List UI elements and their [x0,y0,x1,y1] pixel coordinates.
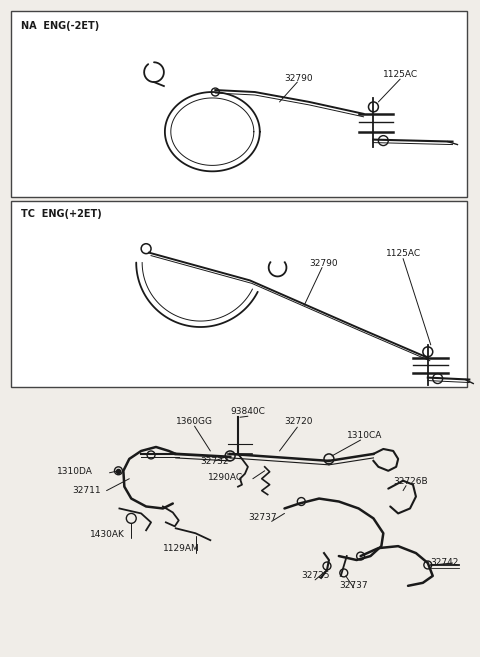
Text: 32790: 32790 [285,74,313,83]
Text: 1129AM: 1129AM [163,544,200,553]
Text: 1360GG: 1360GG [176,417,213,426]
Text: 32711: 32711 [72,486,101,495]
Text: 1430AK: 1430AK [90,530,125,539]
Bar [11,201,468,388]
Text: 1125AC: 1125AC [384,70,419,79]
Text: 32742: 32742 [431,558,459,567]
Text: 32737: 32737 [248,513,276,522]
Text: 93840C: 93840C [230,407,265,417]
Text: 1310DA: 1310DA [57,467,93,476]
Text: 32737: 32737 [339,581,368,590]
Text: 32790: 32790 [309,259,338,267]
Text: 32732: 32732 [201,457,229,466]
Bar [11,11,468,197]
Text: 32726B: 32726B [393,477,428,486]
Text: 1125AC: 1125AC [386,249,421,258]
Text: TC  ENG(+2ET): TC ENG(+2ET) [21,209,101,219]
Text: 1290AC: 1290AC [208,473,243,482]
Text: 32725: 32725 [301,571,330,580]
Text: NA  ENG(-2ET): NA ENG(-2ET) [21,20,99,31]
Text: 1310CA: 1310CA [347,431,382,440]
Text: 32720: 32720 [285,417,313,426]
